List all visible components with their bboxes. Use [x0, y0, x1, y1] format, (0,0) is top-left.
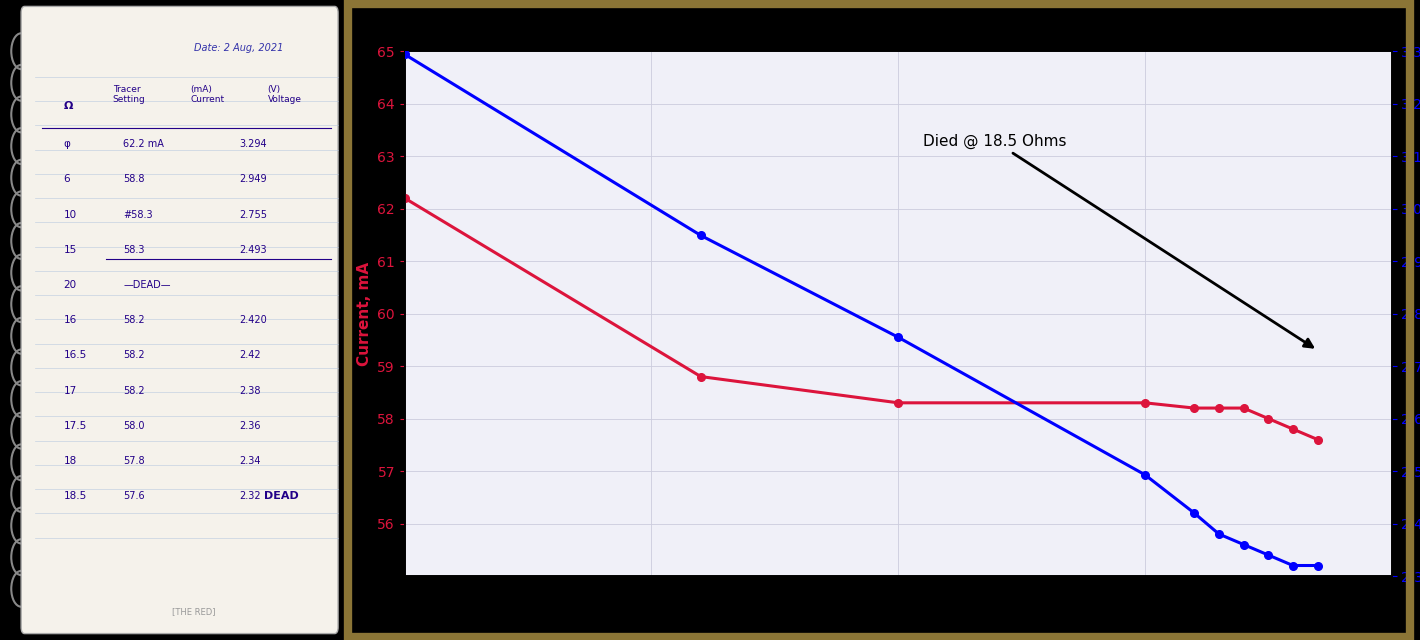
Text: 2.949: 2.949 — [240, 174, 267, 184]
Text: 58.2: 58.2 — [124, 315, 145, 325]
Text: 10: 10 — [64, 209, 77, 220]
Text: 58.3: 58.3 — [124, 244, 145, 255]
Text: 20: 20 — [64, 280, 77, 290]
Text: 2.36: 2.36 — [240, 421, 261, 431]
Text: 6: 6 — [64, 174, 70, 184]
Text: 2.38: 2.38 — [240, 385, 261, 396]
Text: φ: φ — [64, 139, 70, 149]
Text: 17.5: 17.5 — [64, 421, 87, 431]
Text: —DEAD—: —DEAD— — [124, 280, 170, 290]
Text: 2.42: 2.42 — [240, 350, 261, 360]
Text: DC Performance Testing: DC Performance Testing — [692, 16, 1105, 45]
Text: 15: 15 — [64, 244, 77, 255]
Text: Tracer
Setting: Tracer Setting — [112, 85, 145, 104]
Text: #58.3: #58.3 — [124, 209, 153, 220]
Text: 57.8: 57.8 — [124, 456, 145, 466]
Text: Date: 2 Aug, 2021: Date: 2 Aug, 2021 — [193, 43, 283, 53]
Text: Ω: Ω — [64, 101, 72, 111]
Text: 58.2: 58.2 — [124, 350, 145, 360]
Text: 2.32: 2.32 — [240, 492, 261, 501]
FancyBboxPatch shape — [21, 6, 338, 634]
Text: DEAD: DEAD — [264, 491, 300, 501]
Text: 16.5: 16.5 — [64, 350, 87, 360]
Text: 58.2: 58.2 — [124, 385, 145, 396]
Text: 17: 17 — [64, 385, 77, 396]
Y-axis label: Current, mA: Current, mA — [356, 262, 372, 365]
Text: 2.34: 2.34 — [240, 456, 261, 466]
Text: 2.493: 2.493 — [240, 244, 267, 255]
Text: 57.6: 57.6 — [124, 492, 145, 501]
Text: 58.0: 58.0 — [124, 421, 145, 431]
Text: 16: 16 — [64, 315, 77, 325]
Text: 2.420: 2.420 — [240, 315, 267, 325]
Text: 3.294: 3.294 — [240, 139, 267, 149]
Title: MCU Death by Resistance: MCU Death by Resistance — [791, 33, 1005, 51]
Text: [THE RED]: [THE RED] — [172, 607, 216, 616]
Text: 2.755: 2.755 — [240, 209, 267, 220]
Text: (mA)
Current: (mA) Current — [190, 85, 224, 104]
Text: 62.2 mA: 62.2 mA — [124, 139, 165, 149]
Text: (V)
Voltage: (V) Voltage — [267, 85, 301, 104]
Text: Died @ 18.5 Ohms: Died @ 18.5 Ohms — [923, 134, 1312, 347]
Text: 18: 18 — [64, 456, 77, 466]
Text: 58.8: 58.8 — [124, 174, 145, 184]
X-axis label: TraceR Resistance, Ohms: TraceR Resistance, Ohms — [801, 605, 995, 620]
Text: 18.5: 18.5 — [64, 492, 87, 501]
